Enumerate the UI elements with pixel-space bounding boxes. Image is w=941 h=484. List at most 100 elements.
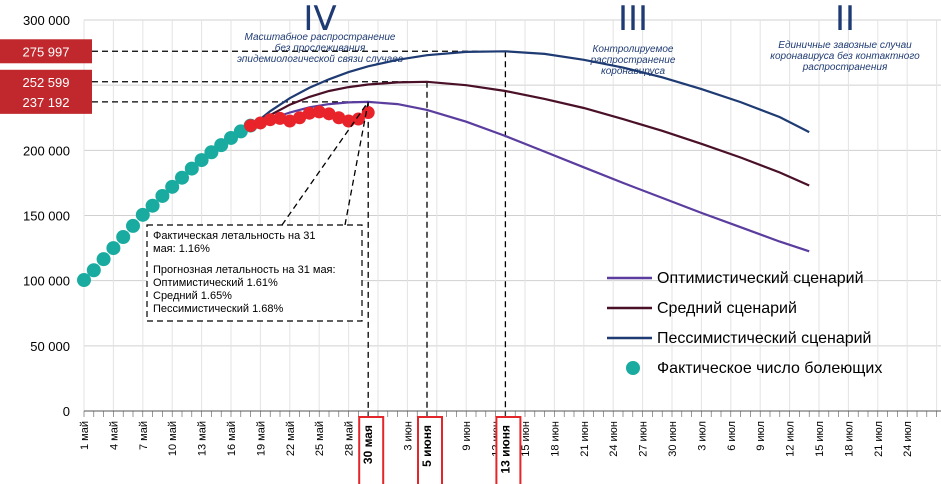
actual-cases-point <box>135 207 150 222</box>
phase-numeral: IV <box>303 0 336 39</box>
phase-description: распространения <box>802 62 888 73</box>
actual-cases-point <box>175 170 189 185</box>
actual-cases-point <box>155 188 170 203</box>
highlight-box <box>417 416 443 484</box>
x-tick-label: 1 май <box>79 421 91 450</box>
peak-guides <box>92 50 507 425</box>
annotation-text: Оптимистический 1.61% <box>153 277 278 289</box>
x-tick-label: 27 июн <box>638 421 650 457</box>
peak-callout-label: 252 599 <box>23 75 70 90</box>
annotation-text: Прогнозная летальность на 31 мая: <box>153 264 336 276</box>
x-tick-label: 9 июл <box>755 421 767 451</box>
peak-callout <box>0 69 92 94</box>
x-tick-label: 22 май <box>285 421 297 456</box>
y-tick-label: 150 000 <box>23 209 70 224</box>
actual-cases-point <box>194 153 209 168</box>
y-tick-label: 100 000 <box>23 274 70 289</box>
annotation-text: Средний 1.65% <box>153 290 232 302</box>
actual-cases-point <box>145 198 160 213</box>
actual-cases-red-point <box>253 116 267 130</box>
x-tick-label: 13 май <box>197 421 209 456</box>
actual-cases-red-point <box>263 113 277 127</box>
scenario-line <box>249 50 810 134</box>
actual-cases-red-point <box>351 112 365 126</box>
x-tick-label-highlighted: 5 июня <box>420 425 434 467</box>
legend-label: Фактическое число болеющих <box>657 360 882 377</box>
x-tick-label: 10 май <box>167 421 179 456</box>
annotation-text: Фактическая летальность на 31 <box>153 230 316 242</box>
x-tick-label: 9 июн <box>461 421 473 451</box>
x-tick-label: 21 июн <box>579 421 591 457</box>
actual-cases-red-point <box>302 106 316 120</box>
highlight-box <box>358 416 385 484</box>
peak-callout <box>0 39 92 64</box>
x-tick-label: 16 май <box>226 421 238 456</box>
legend-label: Пессимистический сценарий <box>657 330 871 347</box>
phase-description: Масштабное распространение <box>245 31 396 43</box>
actual-cases-red-point <box>273 111 287 125</box>
x-tick-label: 24 июл <box>902 421 914 457</box>
actual-cases-point <box>77 273 91 288</box>
phase-description: без прослеживания <box>275 42 366 54</box>
actual-cases-red-point <box>283 114 297 128</box>
peak-callout <box>0 89 92 114</box>
actual-cases-point <box>106 241 121 256</box>
x-tick-label: 19 май <box>255 421 267 456</box>
phase-description: эпидемиологической связи случаев <box>237 54 403 65</box>
y-tick-label: 300 000 <box>23 13 70 28</box>
phase-description: коронавируса <box>601 66 665 77</box>
actual-cases-red-point <box>293 111 307 125</box>
phase-description: распространение <box>590 55 676 66</box>
x-tick-label: 18 июн <box>549 421 561 457</box>
phase-numeral: II <box>835 0 855 39</box>
x-tick-label-highlighted: 13 июня <box>498 425 512 474</box>
phase-description: Контролируемое <box>593 44 674 55</box>
peak-callout-label: 275 997 <box>23 44 70 59</box>
actual-cases-point <box>184 161 199 176</box>
x-tick-label: 15 июл <box>814 421 826 457</box>
actual-cases-point <box>214 138 229 153</box>
annotation-text: Пессимистический 1.68% <box>153 303 283 315</box>
x-tick-label: 21 июл <box>873 421 885 457</box>
legend: Оптимистический сценарий Средний сценарий… <box>607 270 882 377</box>
annotation-text: мая: 1.16% <box>153 243 210 255</box>
y-tick-label: 200 000 <box>23 143 70 158</box>
x-tick-label: 30 июн <box>667 421 679 457</box>
grid <box>83 19 941 412</box>
x-tick-label: 15 июн <box>520 421 532 457</box>
x-tick-label: 28 май <box>344 421 356 456</box>
actual-cases-point <box>126 218 140 233</box>
actual-cases-point <box>96 252 111 267</box>
peak-callouts: 275 997 252 599 237 192 <box>0 39 92 114</box>
x-tick-label: 24 июн <box>608 421 620 457</box>
actual-cases-red-point <box>312 105 326 119</box>
legend-marker <box>626 361 640 375</box>
phase-description: коронавируса без контактного <box>770 50 920 62</box>
x-tick-label: 7 май <box>138 421 150 450</box>
actual-cases-red-point <box>332 111 346 125</box>
x-tick-label: 4 май <box>108 421 120 450</box>
highlight-box <box>495 416 522 484</box>
actual-cases-point <box>204 145 219 160</box>
y-tick-label: 0 <box>63 404 70 419</box>
x-tick-label-highlighted: 30 мая <box>361 425 375 464</box>
x-tick-label: 12 июл <box>785 421 797 457</box>
x-axis: 1 май 4 май 7 май 10 май 13 май 16 май 19 май 2… <box>79 410 941 484</box>
legend-label: Оптимистический сценарий <box>657 270 864 287</box>
scenario-line <box>250 80 810 187</box>
actual-cases-red-point <box>244 119 258 133</box>
phase-numeral: III <box>618 0 648 39</box>
actual-cases-point <box>165 179 180 194</box>
x-tick-label: 3 июл <box>696 421 708 451</box>
legend-label: Средний сценарий <box>657 300 797 317</box>
annotation-box <box>146 224 363 322</box>
x-tick-label: 3 июн <box>402 421 414 451</box>
x-tick-label: 6 июл <box>726 421 738 451</box>
x-tick-label: 25 май <box>314 421 326 456</box>
phase-description: Единичные завозные случаи <box>778 40 912 51</box>
x-tick-label: 18 июл <box>843 421 855 457</box>
actual-cases-point <box>86 263 101 278</box>
